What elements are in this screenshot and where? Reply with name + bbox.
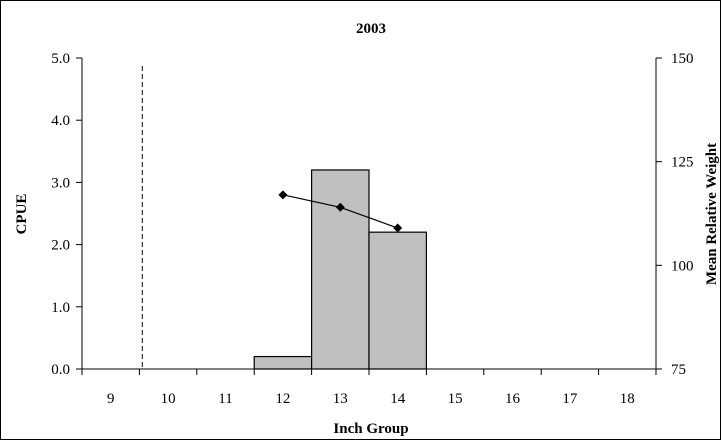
chart-title: 2003 [356, 21, 386, 37]
y2-axis-label: Mean Relative Weight [704, 143, 720, 285]
y2-tick-label: 150 [671, 51, 694, 67]
y-tick-label: 1.0 [51, 300, 70, 316]
bar-13 [311, 169, 370, 370]
bar-12 [253, 355, 313, 370]
x-tick-label: 14 [390, 391, 406, 407]
y-axis-label: CPUE [14, 194, 30, 235]
y-tick-label: 0.0 [51, 362, 70, 378]
x-tick-label: 16 [505, 391, 521, 407]
x-tick-label: 17 [562, 391, 578, 407]
x-tick-label: 10 [161, 391, 176, 407]
y2-tick-label: 75 [671, 362, 686, 378]
x-tick-label: 18 [620, 391, 635, 407]
y2-tick-label: 125 [671, 155, 694, 171]
line-layer [278, 190, 403, 233]
relative-weight-point-14 [393, 223, 403, 233]
y2-tick-label: 100 [671, 258, 694, 274]
relative-weight-point-12 [278, 190, 288, 200]
y-tick-label: 3.0 [51, 175, 70, 191]
y-tick-label: 5.0 [51, 51, 70, 67]
y-tick-label: 2.0 [51, 238, 70, 254]
x-tick-label: 9 [107, 391, 115, 407]
x-axis-label: Inch Group [333, 421, 408, 437]
x-tick-label: 12 [275, 391, 290, 407]
y-tick-label: 4.0 [51, 113, 70, 129]
relative-weight-point-13 [335, 202, 345, 212]
bar-14 [368, 231, 428, 370]
axes-layer: 0.0 1.0 2.0 3.0 4.0 5.0 75 100 125 150 9 10 11 12 13 14… [51, 51, 693, 407]
x-tick-label: 13 [333, 391, 348, 407]
x-tick-label: 11 [218, 391, 232, 407]
x-tick-label: 15 [448, 391, 463, 407]
